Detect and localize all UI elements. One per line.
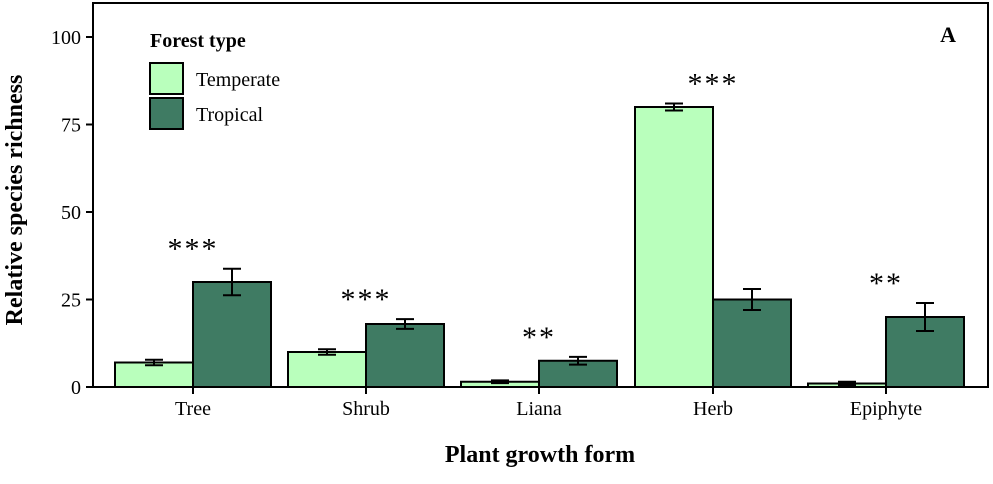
error-bar-tropical-epiphyte — [916, 302, 934, 332]
y-tick-label: 25 — [61, 290, 81, 312]
bar-tropical-shrub — [365, 323, 445, 388]
error-bar-tropical-herb — [743, 288, 761, 311]
y-axis: 0 25 50 75 100 — [51, 27, 93, 399]
significance-layer: ************* — [168, 68, 903, 354]
y-tick-label: 0 — [71, 377, 81, 399]
error-bar-temperate-shrub — [318, 348, 336, 356]
bar-tropical-herb — [712, 298, 792, 388]
error-bar-temperate-epiphyte — [838, 380, 856, 387]
legend: Forest type Temperate Tropical — [149, 30, 280, 130]
x-tick-label-tree: Tree — [175, 398, 211, 420]
error-bar-tropical-tree — [223, 267, 241, 297]
x-tick-label-shrub: Shrub — [342, 398, 390, 420]
error-bar-temperate-herb — [665, 102, 683, 112]
x-axis-title: Plant growth form — [445, 442, 635, 468]
legend-title: Forest type — [150, 30, 246, 52]
error-bar-tropical-shrub — [396, 318, 414, 330]
x-tick-label-herb: Herb — [693, 398, 733, 420]
x-axis: Tree Shrub Liana Herb Epiphyte — [175, 387, 922, 420]
bar-temperate-herb — [634, 106, 714, 388]
plot-frame — [92, 2, 989, 388]
legend-swatch-temperate — [149, 62, 184, 95]
x-tick-label-liana: Liana — [516, 398, 562, 420]
bar-temperate-shrub — [287, 351, 367, 388]
significance-label-epiphyte: ** — [869, 267, 903, 300]
y-tick-label: 50 — [61, 202, 81, 224]
y-tick-label: 75 — [61, 115, 81, 137]
panel-label: A — [940, 22, 956, 47]
error-bar-temperate-tree — [145, 358, 163, 367]
legend-label-tropical: Tropical — [196, 104, 263, 126]
significance-label-tree: *** — [168, 233, 219, 266]
y-axis-title: Relative species richness — [2, 75, 28, 326]
legend-label-temperate: Temperate — [196, 69, 280, 91]
x-tick-label-epiphyte: Epiphyte — [850, 398, 922, 420]
significance-label-herb: *** — [688, 68, 739, 101]
error-bar-temperate-liana — [491, 379, 509, 385]
y-tick-label: 100 — [51, 27, 81, 49]
bar-tropical-tree — [192, 281, 272, 388]
legend-swatch-tropical — [149, 97, 184, 130]
significance-label-liana: ** — [522, 321, 556, 354]
significance-label-shrub: *** — [341, 283, 392, 316]
error-bar-tropical-liana — [569, 355, 587, 366]
error-bars-layer — [145, 102, 934, 387]
